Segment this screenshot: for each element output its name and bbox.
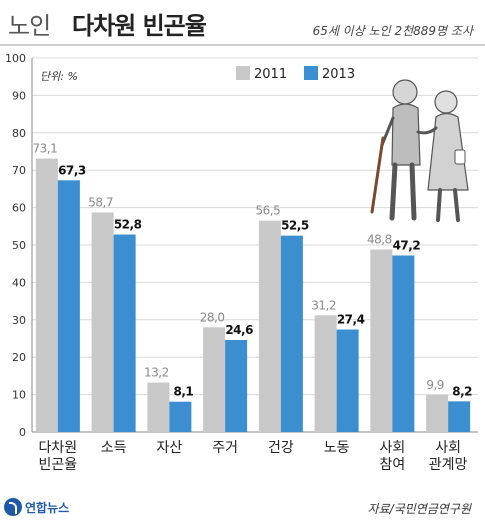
y-tick-label: 0 bbox=[19, 426, 26, 439]
bar-2011 bbox=[258, 220, 281, 432]
bar-2013 bbox=[448, 401, 471, 432]
y-tick-label: 90 bbox=[12, 89, 26, 102]
bar-2013 bbox=[169, 401, 192, 432]
data-label: 58,7 bbox=[88, 195, 113, 209]
data-label: 52,8 bbox=[114, 218, 142, 232]
y-tick-label: 20 bbox=[12, 351, 26, 364]
y-tick-label: 30 bbox=[12, 314, 26, 327]
bar-2013 bbox=[113, 234, 136, 432]
y-axis: 0 10 20 30 40 50 60 70 80 90 100 단위: % bbox=[5, 52, 78, 439]
x-tick-label: 관계망 bbox=[429, 457, 468, 473]
page-title: 다차원 빈곤율 bbox=[72, 12, 207, 40]
bar-2011 bbox=[370, 249, 393, 432]
y-tick-label: 10 bbox=[12, 389, 26, 402]
yonhap-logo-icon bbox=[4, 498, 22, 516]
data-label: 73,1 bbox=[33, 142, 58, 156]
bar-2013 bbox=[392, 255, 415, 432]
elderly-couple-illustration bbox=[370, 79, 469, 222]
x-tick-label: 소득 bbox=[101, 440, 127, 456]
data-label: 8,1 bbox=[173, 385, 193, 399]
data-label: 27,4 bbox=[337, 313, 365, 327]
x-tick-label: 주거 bbox=[212, 440, 238, 456]
bar-2011 bbox=[314, 315, 337, 432]
header: 노인 다차원 빈곤율 65세 이상 노인 2천889명 조사 bbox=[0, 0, 485, 46]
bar-2011 bbox=[147, 382, 170, 432]
legend: 2011 2013 bbox=[236, 66, 355, 82]
y-tick-label: 40 bbox=[12, 276, 26, 289]
data-label: 24,6 bbox=[225, 323, 253, 337]
bar-2013 bbox=[280, 235, 303, 432]
x-tick-label: 참여 bbox=[379, 457, 405, 473]
data-label: 28,0 bbox=[200, 310, 225, 324]
bar-2013 bbox=[225, 339, 248, 432]
header-divider bbox=[0, 44, 485, 46]
y-tick-label: 60 bbox=[12, 202, 26, 215]
data-label: 47,2 bbox=[393, 238, 421, 252]
data-label: 8,2 bbox=[452, 384, 472, 398]
source-note: 자료/국민연금연구원 bbox=[367, 502, 471, 516]
x-tick-label: 노동 bbox=[324, 440, 350, 456]
data-label: 9,9 bbox=[426, 378, 444, 392]
legend-label-2013: 2013 bbox=[322, 67, 355, 82]
y-tick-label: 70 bbox=[12, 164, 26, 177]
x-tick-label: 다차원 bbox=[39, 440, 78, 456]
x-tick-label: 사회 bbox=[435, 440, 461, 456]
logo-text: 연합뉴스 bbox=[25, 500, 70, 515]
footer-logo: 연합뉴스 bbox=[4, 498, 69, 516]
bar-2011 bbox=[426, 394, 449, 432]
y-tick-label: 50 bbox=[12, 239, 26, 252]
legend-swatch-2011 bbox=[236, 66, 250, 80]
y-tick-label: 100 bbox=[5, 52, 26, 65]
bar-2013 bbox=[336, 329, 359, 432]
x-tick-label: 빈곤율 bbox=[39, 457, 78, 473]
x-tick-label: 자산 bbox=[156, 440, 182, 456]
x-tick-label: 건강 bbox=[268, 440, 294, 456]
bar-2011 bbox=[35, 158, 58, 432]
data-label: 31,2 bbox=[311, 298, 336, 312]
data-label: 13,2 bbox=[144, 366, 169, 380]
bars bbox=[35, 158, 471, 432]
data-label: 56,5 bbox=[256, 204, 281, 218]
bar-2011 bbox=[91, 212, 114, 432]
data-label: 52,5 bbox=[281, 219, 309, 233]
bar-2013 bbox=[57, 180, 80, 432]
unit-label: 단위: % bbox=[40, 70, 78, 83]
page-subtitle: 65세 이상 노인 2천889명 조사 bbox=[312, 24, 473, 38]
x-tick-label: 사회 bbox=[379, 440, 405, 456]
legend-label-2011: 2011 bbox=[254, 67, 287, 82]
y-tick-label: 80 bbox=[12, 127, 26, 140]
legend-swatch-2013 bbox=[304, 66, 318, 80]
data-label: 67,3 bbox=[58, 163, 86, 177]
page-title-prefix: 노인 bbox=[8, 12, 51, 40]
data-labels: 73,167,3 58,752,8 13,2 8,1 28,024,6 56,552,5 3… bbox=[33, 142, 473, 399]
bar-2011 bbox=[203, 327, 226, 432]
data-label: 48,8 bbox=[367, 232, 392, 246]
